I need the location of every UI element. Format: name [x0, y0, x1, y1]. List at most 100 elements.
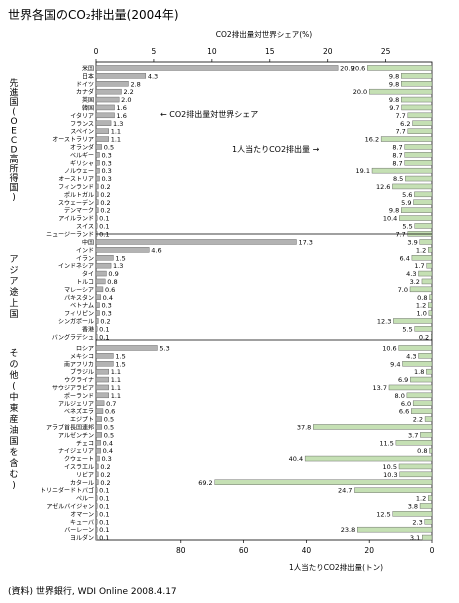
- share-value-label: 1.1: [111, 128, 121, 136]
- country-label: トルコ: [76, 279, 94, 286]
- share-bar: [95, 239, 297, 245]
- share-bar: [95, 223, 98, 229]
- country-label: デンマーク: [64, 207, 94, 215]
- plot-frame: [95, 61, 433, 541]
- country-label: ノルウェー: [64, 167, 94, 175]
- country-label: ヨルダン: [70, 534, 94, 542]
- share-value-label: 0.8: [107, 278, 117, 286]
- share-value-label: 0.1: [99, 510, 109, 518]
- share-value-label: 17.3: [298, 238, 312, 246]
- percap-value-label: 10.3: [383, 471, 397, 479]
- country-label: インド: [76, 247, 94, 254]
- share-bar: [95, 175, 100, 182]
- percap-value-label: 8.7: [392, 143, 402, 151]
- share-bar: [95, 345, 158, 351]
- country-label: パキスタン: [64, 294, 94, 302]
- share-value-label: 0.1: [99, 215, 109, 223]
- percap-bar: [414, 191, 433, 198]
- percap-bar: [422, 534, 433, 541]
- share-value-label: 1.1: [111, 368, 121, 376]
- percap-tick-label: 0: [430, 546, 435, 555]
- group-label-char: 産: [9, 413, 18, 425]
- percap-bar: [428, 302, 433, 308]
- percap-value-label: 7.7: [395, 112, 405, 120]
- percap-value-label: 4.3: [406, 270, 416, 278]
- percap-bar: [392, 183, 433, 190]
- percap-bar: [428, 310, 433, 316]
- share-tick-label: 0: [94, 47, 99, 56]
- share-value-label: 0.2: [100, 471, 110, 479]
- share-bar: [95, 334, 98, 340]
- share-bar: [95, 199, 99, 205]
- country-label: 米国: [82, 64, 94, 72]
- group-label-char: 途: [9, 286, 18, 298]
- percap-value-label: 8.5: [393, 175, 403, 183]
- share-value-label: 0.1: [99, 526, 109, 534]
- percap-bar: [371, 167, 433, 174]
- percap-bar: [409, 286, 433, 293]
- percap-value-label: 23.8: [341, 526, 355, 534]
- country-label: チェコ: [76, 440, 94, 447]
- country-label: アイルランド: [58, 216, 94, 223]
- share-value-label: 4.6: [151, 246, 161, 254]
- share-bar: [95, 479, 99, 485]
- share-bar: [95, 81, 129, 87]
- share-bar: [95, 144, 102, 150]
- percap-bar: [354, 487, 433, 493]
- percap-bar: [357, 526, 433, 533]
- share-value-label: 0.5: [104, 431, 114, 439]
- country-label: イラン: [76, 255, 94, 262]
- share-value-label: 0.1: [99, 495, 109, 503]
- percap-value-label: 8.7: [392, 159, 402, 167]
- percap-bar: [419, 503, 433, 509]
- percap-bar: [407, 112, 433, 119]
- percap-bar: [393, 318, 433, 324]
- percap-value-label: 5.5: [402, 222, 412, 230]
- share-bar: [95, 120, 112, 126]
- share-bar: [95, 255, 114, 261]
- share-bar: [95, 128, 109, 134]
- share-bar: [95, 294, 101, 300]
- share-value-label: 1.6: [117, 112, 127, 120]
- share-value-label: 1.1: [111, 376, 121, 384]
- percap-bar: [380, 136, 433, 142]
- group-label-char: (: [12, 108, 16, 118]
- share-bar: [95, 326, 98, 332]
- share-bar: [95, 447, 101, 454]
- group-label-char: D: [11, 146, 18, 156]
- share-value-label: 0.3: [101, 175, 111, 183]
- country-label: 韓国: [82, 104, 94, 112]
- percap-value-label: 3.1: [410, 534, 420, 542]
- share-bar: [95, 96, 120, 103]
- country-label: ベネズエラ: [64, 408, 94, 416]
- share-value-label: 0.1: [99, 333, 109, 341]
- percap-bar: [429, 294, 433, 300]
- percap-value-label: 5.5: [402, 325, 412, 333]
- share-value-label: 1.1: [111, 136, 121, 144]
- percap-bar: [418, 270, 433, 277]
- share-bar: [95, 191, 99, 198]
- share-value-label: 0.4: [103, 439, 113, 447]
- country-label: シンガポール: [58, 317, 94, 325]
- group-label-char: 上: [9, 298, 18, 309]
- percap-value-label: 8.0: [395, 392, 405, 400]
- country-label: エジプト: [70, 417, 94, 424]
- country-label: イスラエル: [64, 464, 94, 471]
- share-value-label: 0.3: [101, 167, 111, 175]
- share-value-label: 0.5: [104, 143, 114, 151]
- share-value-label: 1.5: [115, 352, 125, 360]
- percap-value-label: 6.4: [400, 254, 410, 262]
- percap-value-label: 8.7: [392, 151, 402, 159]
- percap-value-label: 7.0: [398, 286, 408, 294]
- share-bar: [95, 215, 98, 221]
- group-label-char: 含: [9, 457, 18, 469]
- percap-bar: [399, 471, 433, 478]
- country-label: キューバ: [70, 519, 94, 526]
- percap-bar: [420, 432, 433, 438]
- percap-value-label: 9.7: [389, 104, 399, 112]
- group-label-char: 国: [9, 436, 18, 447]
- group-label-char: そ: [9, 348, 18, 359]
- percap-bar: [424, 416, 433, 422]
- share-value-label: 0.3: [101, 455, 111, 463]
- percap-value-label: 40.4: [289, 455, 303, 463]
